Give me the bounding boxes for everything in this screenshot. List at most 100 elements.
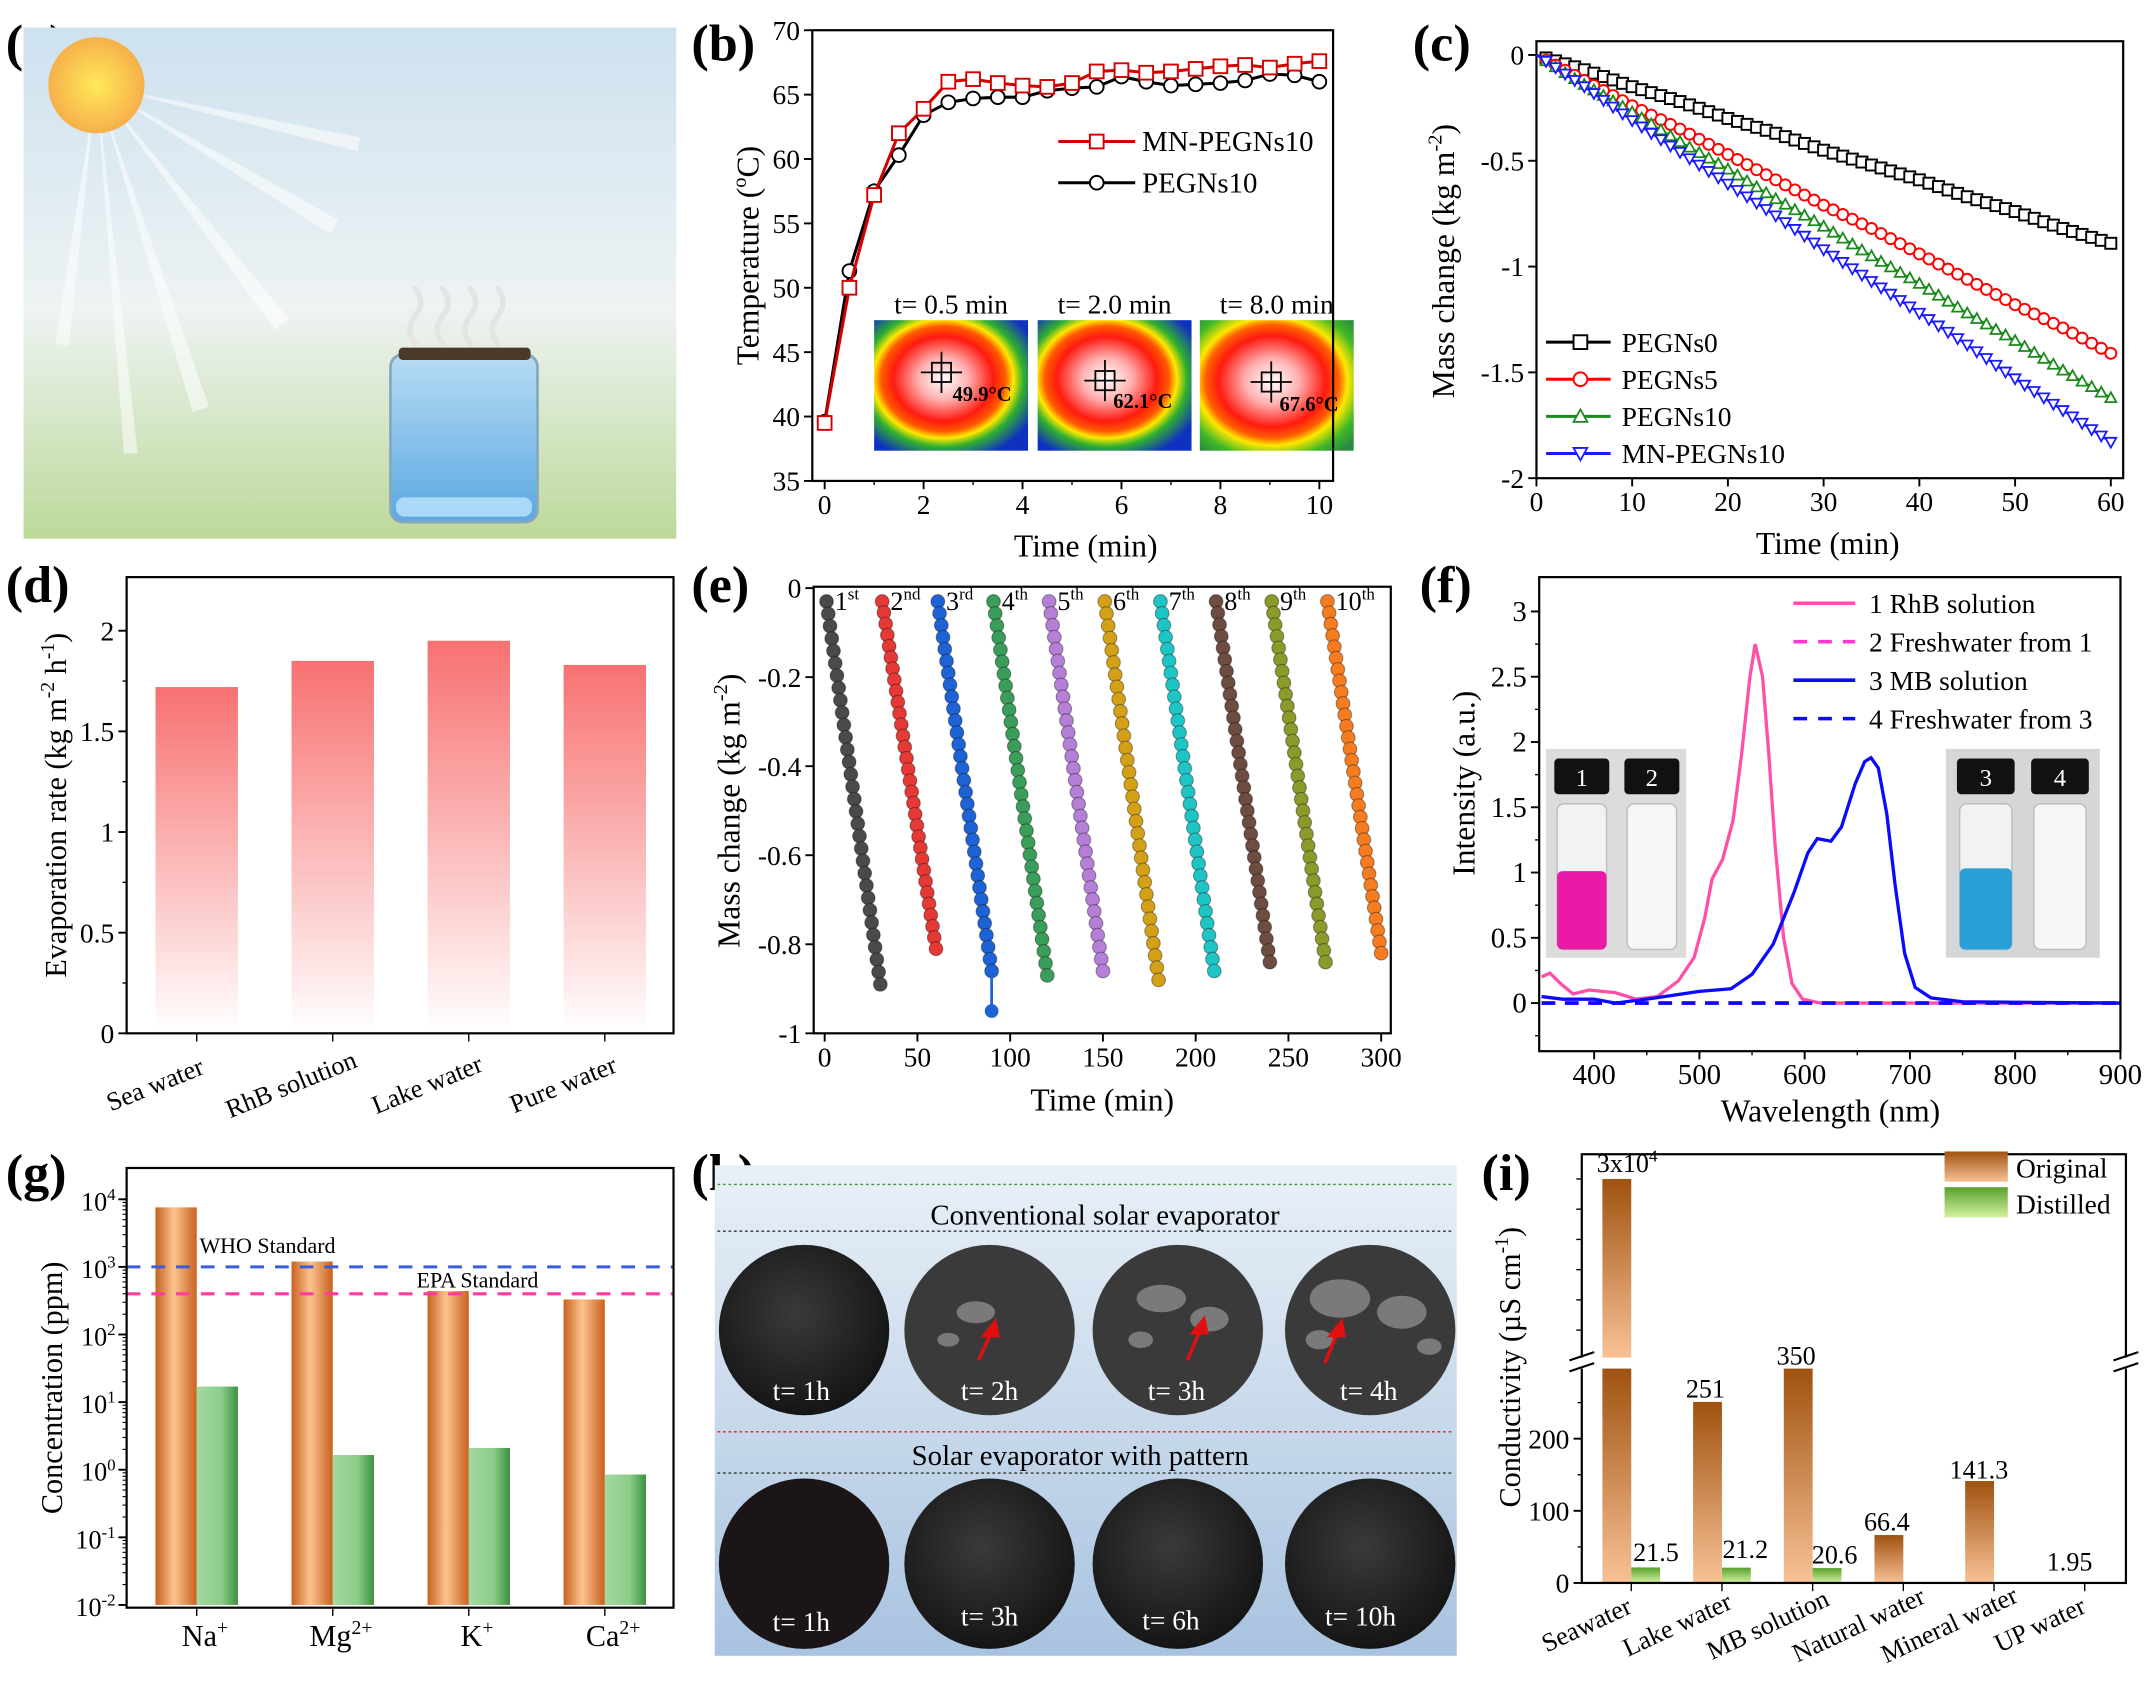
data-point-square — [915, 100, 932, 117]
data-point-triangle-up — [1826, 224, 1841, 238]
x-tick-label: 400 — [1573, 1059, 1616, 1091]
vial-photo-mb: 3 4 — [1945, 748, 2100, 958]
text-part: 8 — [1224, 587, 1237, 616]
text-part: ) — [39, 633, 73, 643]
data-point — [862, 902, 878, 918]
y-tick-label: -1.5 — [1481, 358, 1524, 388]
bar-original — [1693, 1401, 1722, 1583]
legend-label: Distilled — [2016, 1189, 2111, 1219]
data-point-triangle-down — [1998, 366, 2013, 380]
data-point-square — [1014, 77, 1031, 94]
x-tick-label: 50 — [904, 1042, 931, 1072]
inset-temperature: 62.1°C — [1113, 391, 1172, 413]
data-point-triangle-down — [1969, 346, 1984, 359]
x-tick-label: 0 — [818, 1042, 832, 1072]
data-point — [819, 594, 834, 609]
data-point — [992, 642, 1008, 658]
text-part: 10 — [81, 1187, 107, 1216]
data-point — [1034, 931, 1050, 947]
data-point-triangle-down — [1720, 178, 1735, 192]
data-point-circle — [1970, 277, 1984, 291]
data-point-triangle-down — [1787, 224, 1802, 237]
bar-distilled — [1721, 1567, 1751, 1583]
text-part: 3 — [107, 1252, 115, 1271]
y-tick-label: 2 — [1512, 727, 1526, 759]
data-point-triangle-down — [1931, 320, 1946, 334]
axis-break-gap — [1570, 1357, 1593, 1369]
panel-e-chart: 0 50 100 150 200 250 300 0 -0.2 -0.4 -0.6 -0.8 -1 Tim… — [710, 574, 1402, 1118]
y-axis-title: Conductivity (µS cm-1) — [1491, 1227, 1527, 1508]
data-point-triangle-down — [1941, 326, 1956, 340]
data-point-triangle-up — [2084, 379, 2099, 393]
data-point-triangle-up — [1969, 311, 1984, 324]
y-tick-label: 0.5 — [1491, 922, 1527, 954]
data-point — [1010, 762, 1026, 778]
data-point — [987, 606, 1003, 621]
data-point-circle — [2075, 331, 2089, 345]
data-point-triangle-down — [1673, 147, 1688, 160]
inset-temperature: 67.6°C — [1279, 394, 1338, 416]
y-tick-label: 40 — [772, 402, 799, 432]
category-label: Na+ — [182, 1617, 228, 1653]
data-point-triangle-down — [1634, 121, 1649, 135]
data-point — [1099, 606, 1114, 622]
vial-body — [1626, 803, 1678, 951]
data-point-square — [2104, 236, 2118, 250]
data-point — [834, 705, 850, 721]
data-point-circle — [2066, 326, 2079, 340]
data-point-triangle-up — [2036, 351, 2051, 364]
category-label: K+ — [461, 1617, 494, 1653]
bar-original — [1783, 1368, 1813, 1583]
data-point-square — [1262, 59, 1278, 76]
data-point-triangle-down — [1567, 75, 1582, 88]
category-label: RhB solution — [221, 1045, 360, 1124]
data-point-triangle-up — [2075, 373, 2090, 387]
data-point-triangle-up — [1759, 185, 1774, 199]
x-tick-label: 50 — [2001, 487, 2028, 517]
panel-a-illustration — [23, 27, 677, 539]
data-point-triangle-up — [1998, 327, 2013, 341]
data-point-triangle-down — [1950, 333, 1965, 346]
data-point — [1031, 907, 1047, 923]
data-point — [1104, 642, 1120, 658]
value-label: 20.6 — [1812, 1541, 1858, 1570]
x-tick-label: 6 — [1115, 490, 1129, 520]
x-tick-label: 100 — [990, 1042, 1031, 1072]
data-point — [841, 754, 857, 770]
bar-distilled — [604, 1474, 647, 1605]
vial-liquid-blue — [1959, 868, 2012, 950]
data-point — [1135, 862, 1151, 878]
data-point-triangle-down — [1539, 56, 1554, 69]
vial-cap — [1956, 758, 2015, 795]
text-part: Conductivity (µS cm — [1493, 1253, 1527, 1508]
data-point — [1022, 847, 1038, 863]
data-point-circle — [1572, 371, 1589, 388]
data-point-square — [1039, 79, 1056, 95]
vial-photo-rhb: 1 2 — [1546, 748, 1687, 958]
y-tick-label: 70 — [772, 16, 799, 46]
thermal-inset-3: t= 8.0 min 67.6°C — [1199, 289, 1354, 451]
data-point — [1097, 594, 1113, 609]
data-point-square — [1163, 63, 1179, 80]
legend-label: 4 Freshwater from 3 — [1869, 704, 2093, 734]
panel-label-i: (i) — [1481, 1144, 1530, 1202]
data-point — [994, 654, 1010, 670]
data-point — [928, 941, 944, 957]
data-point — [853, 841, 869, 856]
data-point — [852, 828, 867, 844]
text-part: 10 — [81, 1255, 107, 1284]
evaporator-disc — [904, 1478, 1075, 1649]
data-point — [1126, 801, 1142, 817]
data-point-triangle-up — [1941, 293, 1956, 307]
data-point-circle — [1999, 293, 2012, 307]
y-tick-label: 0 — [1556, 1569, 1570, 1599]
data-point-triangle-up — [1749, 179, 1764, 193]
data-point — [872, 976, 888, 992]
crosshair-icon — [1084, 360, 1126, 402]
y-tick-label: 0.5 — [80, 918, 114, 948]
sun-ray — [96, 85, 339, 234]
text-part: nd — [903, 585, 920, 604]
data-point-triangle-down — [1586, 88, 1601, 101]
steam-wisp — [434, 285, 451, 347]
data-point — [1025, 871, 1041, 887]
